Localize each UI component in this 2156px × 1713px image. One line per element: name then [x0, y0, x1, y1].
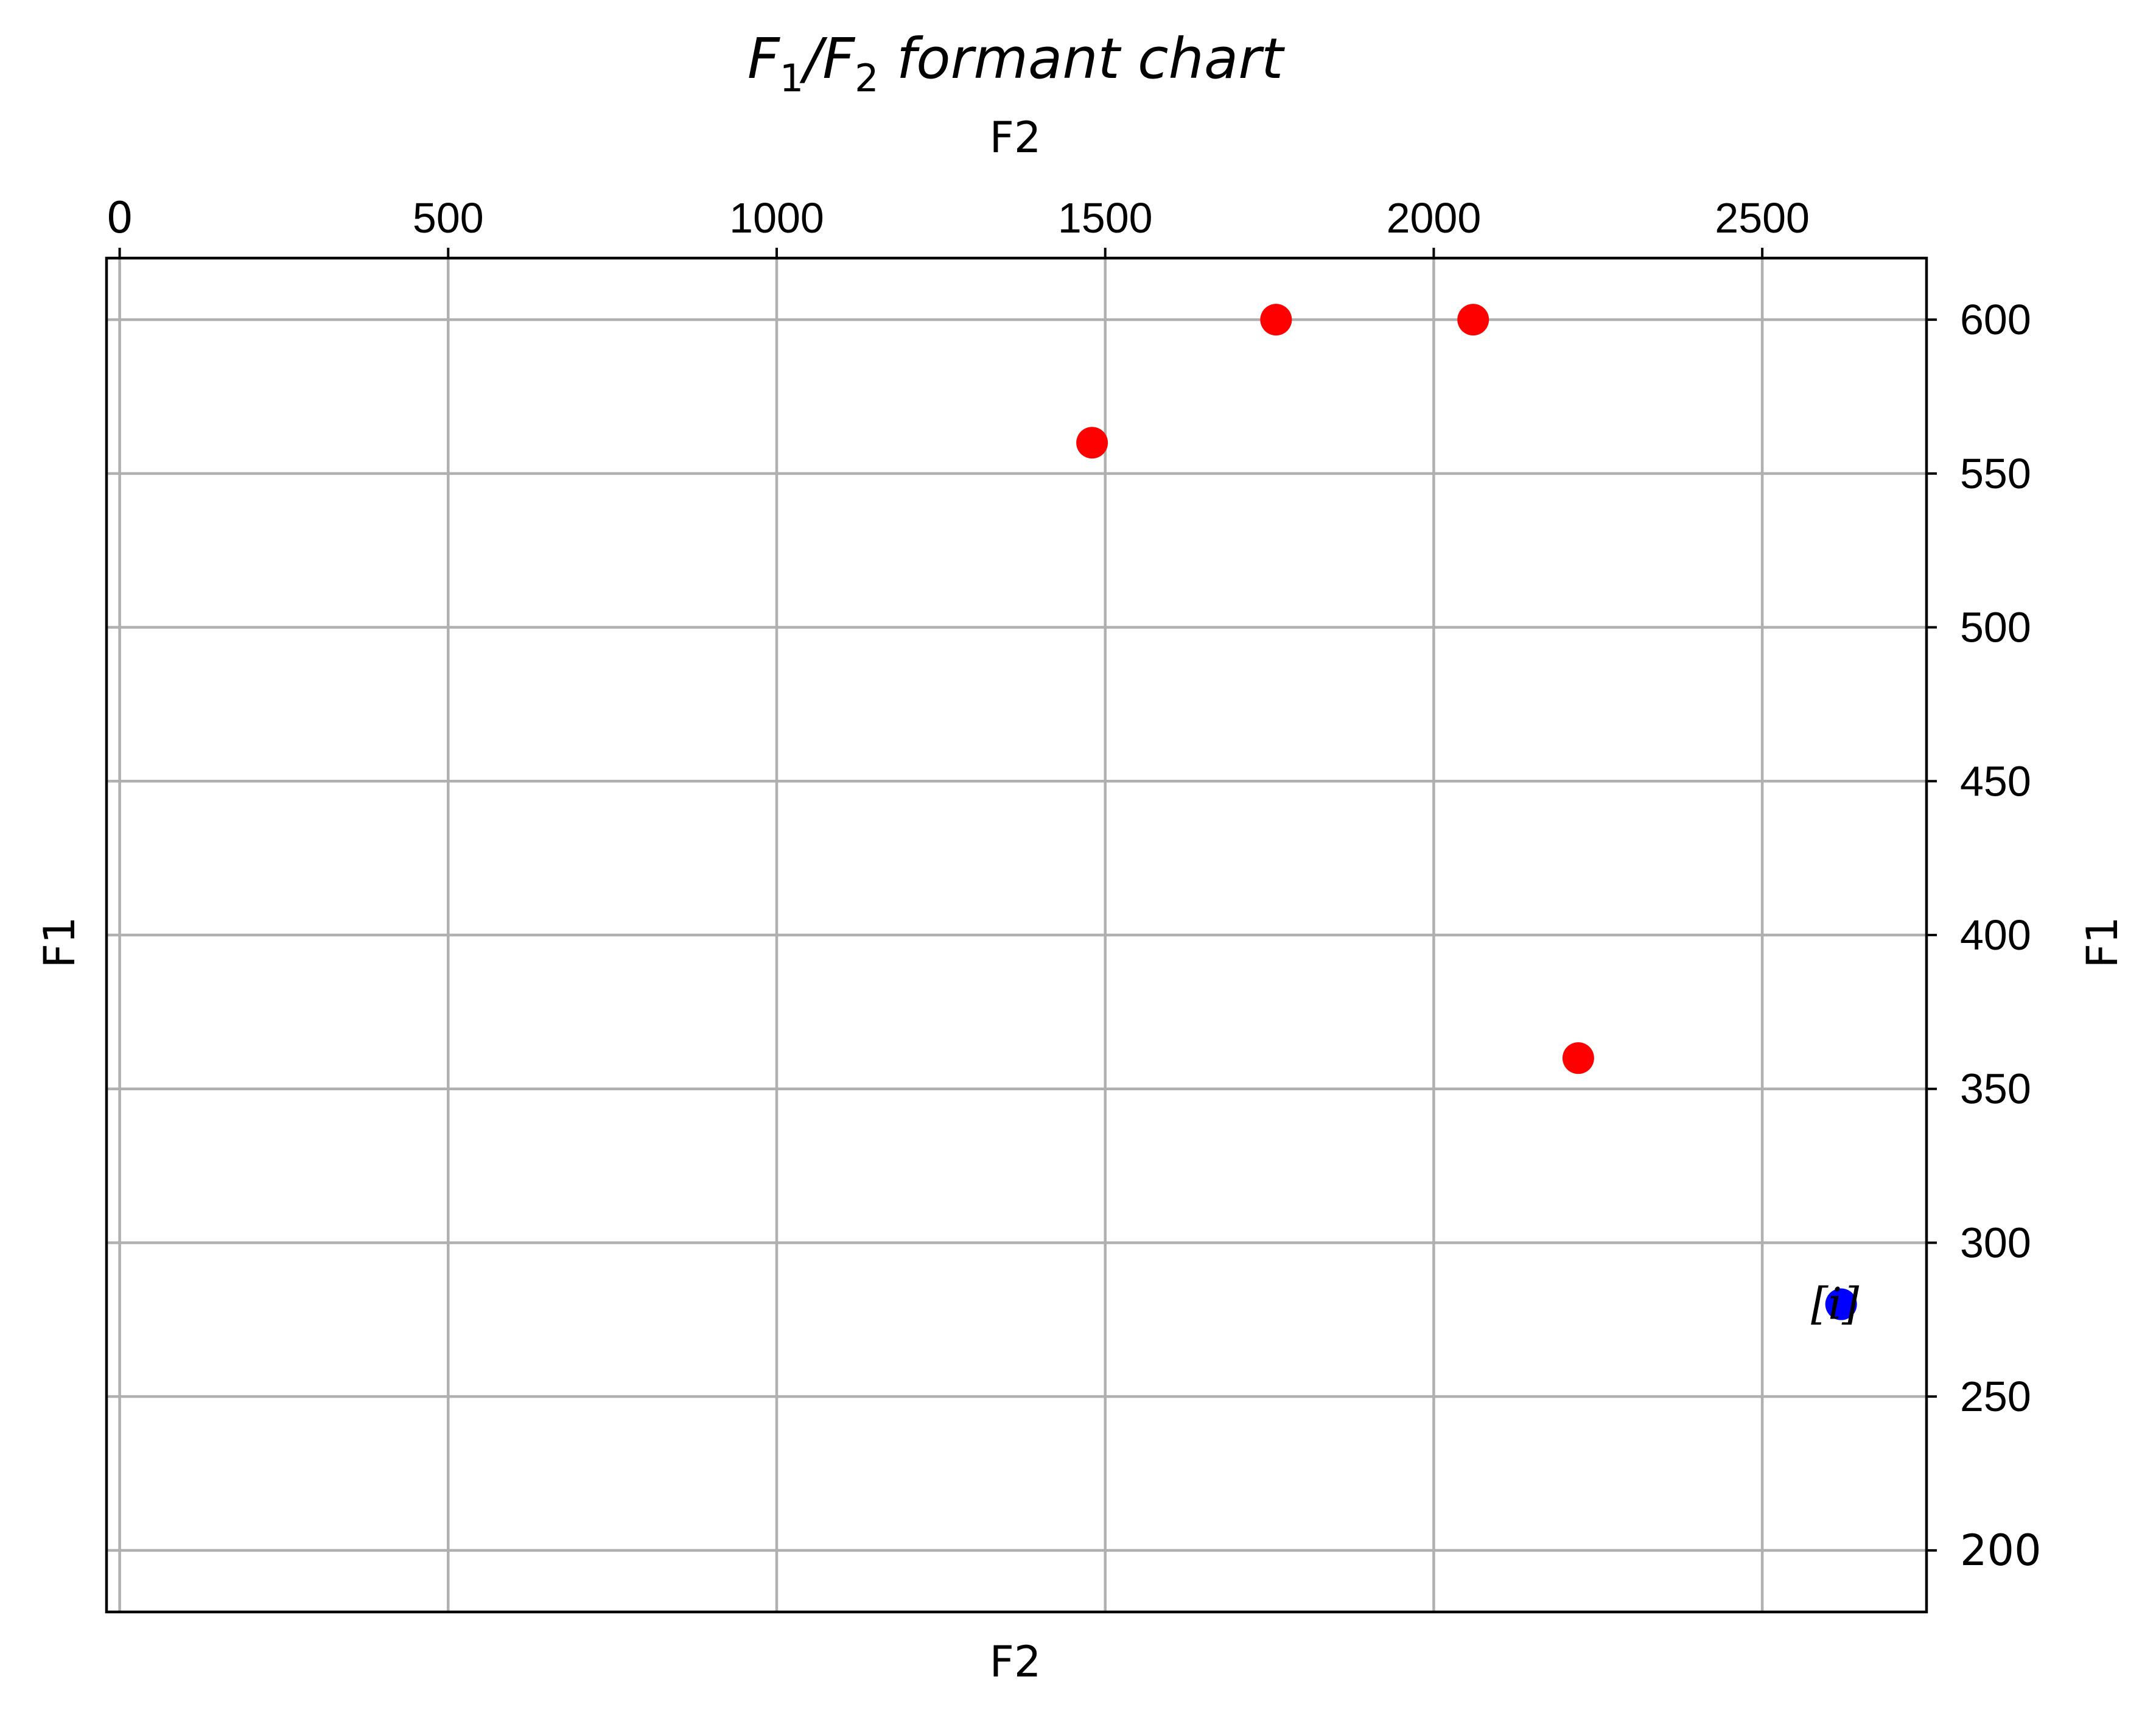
y-axis-label-left: F1 [35, 917, 85, 969]
x-tick-label-5: 2500 [1715, 194, 1810, 242]
y-tick-label-7: 550 [1960, 450, 2031, 497]
chart-title: F1/F2 formant chart [747, 26, 1285, 100]
points-layer [1076, 304, 1857, 1320]
annotation-0: [i] [1811, 1278, 1860, 1329]
annotation-layer: [i] [1811, 1278, 1860, 1329]
data-point-0-0 [1076, 427, 1108, 459]
data-point-0-3 [1562, 1042, 1594, 1074]
y-tick-label-5: 450 [1960, 757, 2031, 805]
data-point-1-0 [1825, 1288, 1857, 1320]
y-tick-label-4: 400 [1960, 911, 2031, 959]
y-tick-label-6: 500 [1960, 604, 2031, 651]
x-tick-label-4: 2000 [1387, 194, 1482, 242]
y-tick-label-0: 200 [1960, 1526, 2042, 1575]
x-axis-label-top: F2 [990, 113, 1041, 163]
x-tick-label-0: 0 [106, 193, 133, 243]
data-point-0-2 [1457, 304, 1489, 336]
x-axis-label: F2 [990, 1637, 1041, 1687]
grid-layer [107, 258, 1927, 1612]
data-point-0-1 [1260, 304, 1292, 336]
y-tick-label-2: 300 [1960, 1219, 2031, 1266]
x-tick-label-3: 1500 [1058, 194, 1153, 242]
ticks-layer: 0 500 1000 1500 2000 2500 200 250 300 350 400 450 50… [106, 193, 2041, 1575]
y-axis-label-right: F1 [2077, 917, 2127, 969]
x-tick-label-1: 500 [413, 194, 484, 242]
y-tick-label-3: 350 [1960, 1065, 2031, 1113]
x-tick-label-2: 1000 [729, 194, 824, 242]
y-tick-label-1: 250 [1960, 1373, 2031, 1420]
y-tick-label-8: 600 [1960, 296, 2031, 343]
